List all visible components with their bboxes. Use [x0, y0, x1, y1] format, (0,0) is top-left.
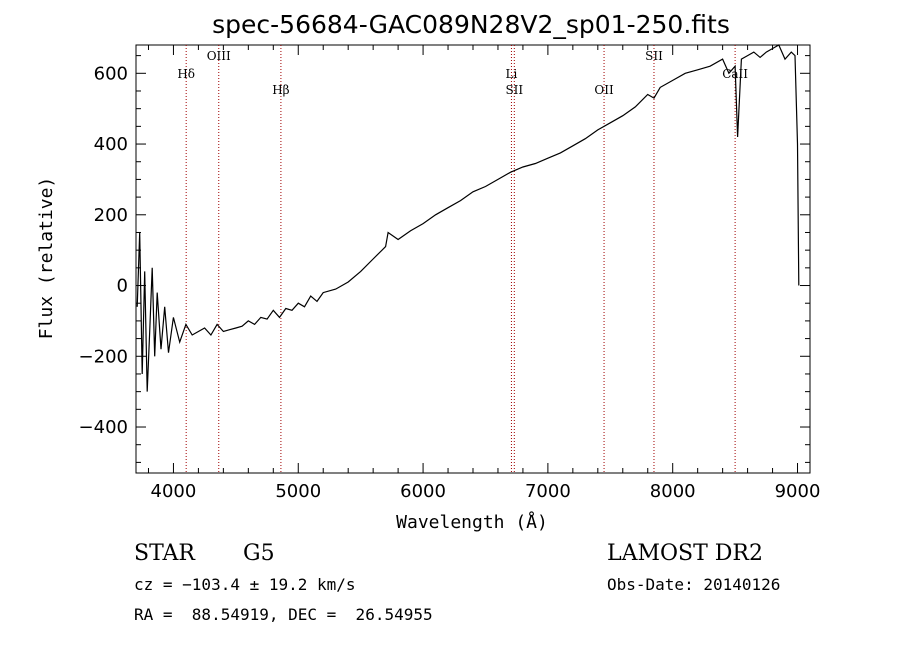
- spectral-line-label: Hβ: [272, 83, 289, 97]
- flux-series: [136, 44, 800, 392]
- plot-frame: [135, 44, 811, 474]
- y-axis-ticks: −400 −200 0 200 400 600: [79, 55, 810, 463]
- spectral-line-label: SII: [645, 49, 663, 63]
- y-tick-label: 200: [94, 205, 128, 226]
- survey-name: LAMOST DR2: [607, 541, 763, 566]
- object-subclass: G5: [243, 541, 275, 566]
- x-tick-label: 8000: [650, 481, 696, 502]
- coordinates: RA = 88.54919, DEC = 26.54955: [134, 605, 433, 624]
- x-tick-label: 9000: [775, 481, 821, 502]
- spectral-line-label: SII: [505, 83, 523, 97]
- y-tick-label: −400: [79, 417, 128, 438]
- spectral-line-label: Li: [506, 67, 518, 81]
- y-tick-label: 600: [94, 63, 128, 84]
- x-tick-label: 7000: [525, 481, 571, 502]
- x-axis-ticks: 4000 5000 6000 7000 8000 9000: [147, 45, 821, 502]
- obs-date: Obs-Date: 20140126: [607, 575, 781, 594]
- spectral-line-label: OII: [594, 83, 614, 97]
- x-tick-label: 5000: [275, 481, 321, 502]
- object-class: STAR: [134, 541, 195, 566]
- velocity-text: cz = −103.4 ± 19.2 km/s: [134, 575, 356, 594]
- y-tick-label: −200: [79, 346, 128, 367]
- chart-title: spec-56684-GAC089N28V2_sp01-250.fits: [212, 10, 730, 39]
- y-axis-label: Flux (relative): [36, 177, 57, 340]
- x-tick-label: 6000: [400, 481, 446, 502]
- y-tick-label: 400: [94, 134, 128, 155]
- y-tick-label: 0: [117, 276, 128, 297]
- spectral-line-label: OIII: [207, 49, 231, 63]
- spectrum-line: [136, 44, 800, 392]
- x-axis-label: Wavelength (Å): [396, 511, 548, 533]
- spectral-line-label: Hδ: [177, 67, 195, 81]
- x-tick-label: 4000: [151, 481, 197, 502]
